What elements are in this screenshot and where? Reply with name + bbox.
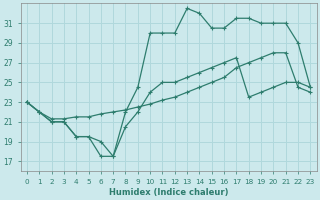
X-axis label: Humidex (Indice chaleur): Humidex (Indice chaleur) xyxy=(109,188,228,197)
